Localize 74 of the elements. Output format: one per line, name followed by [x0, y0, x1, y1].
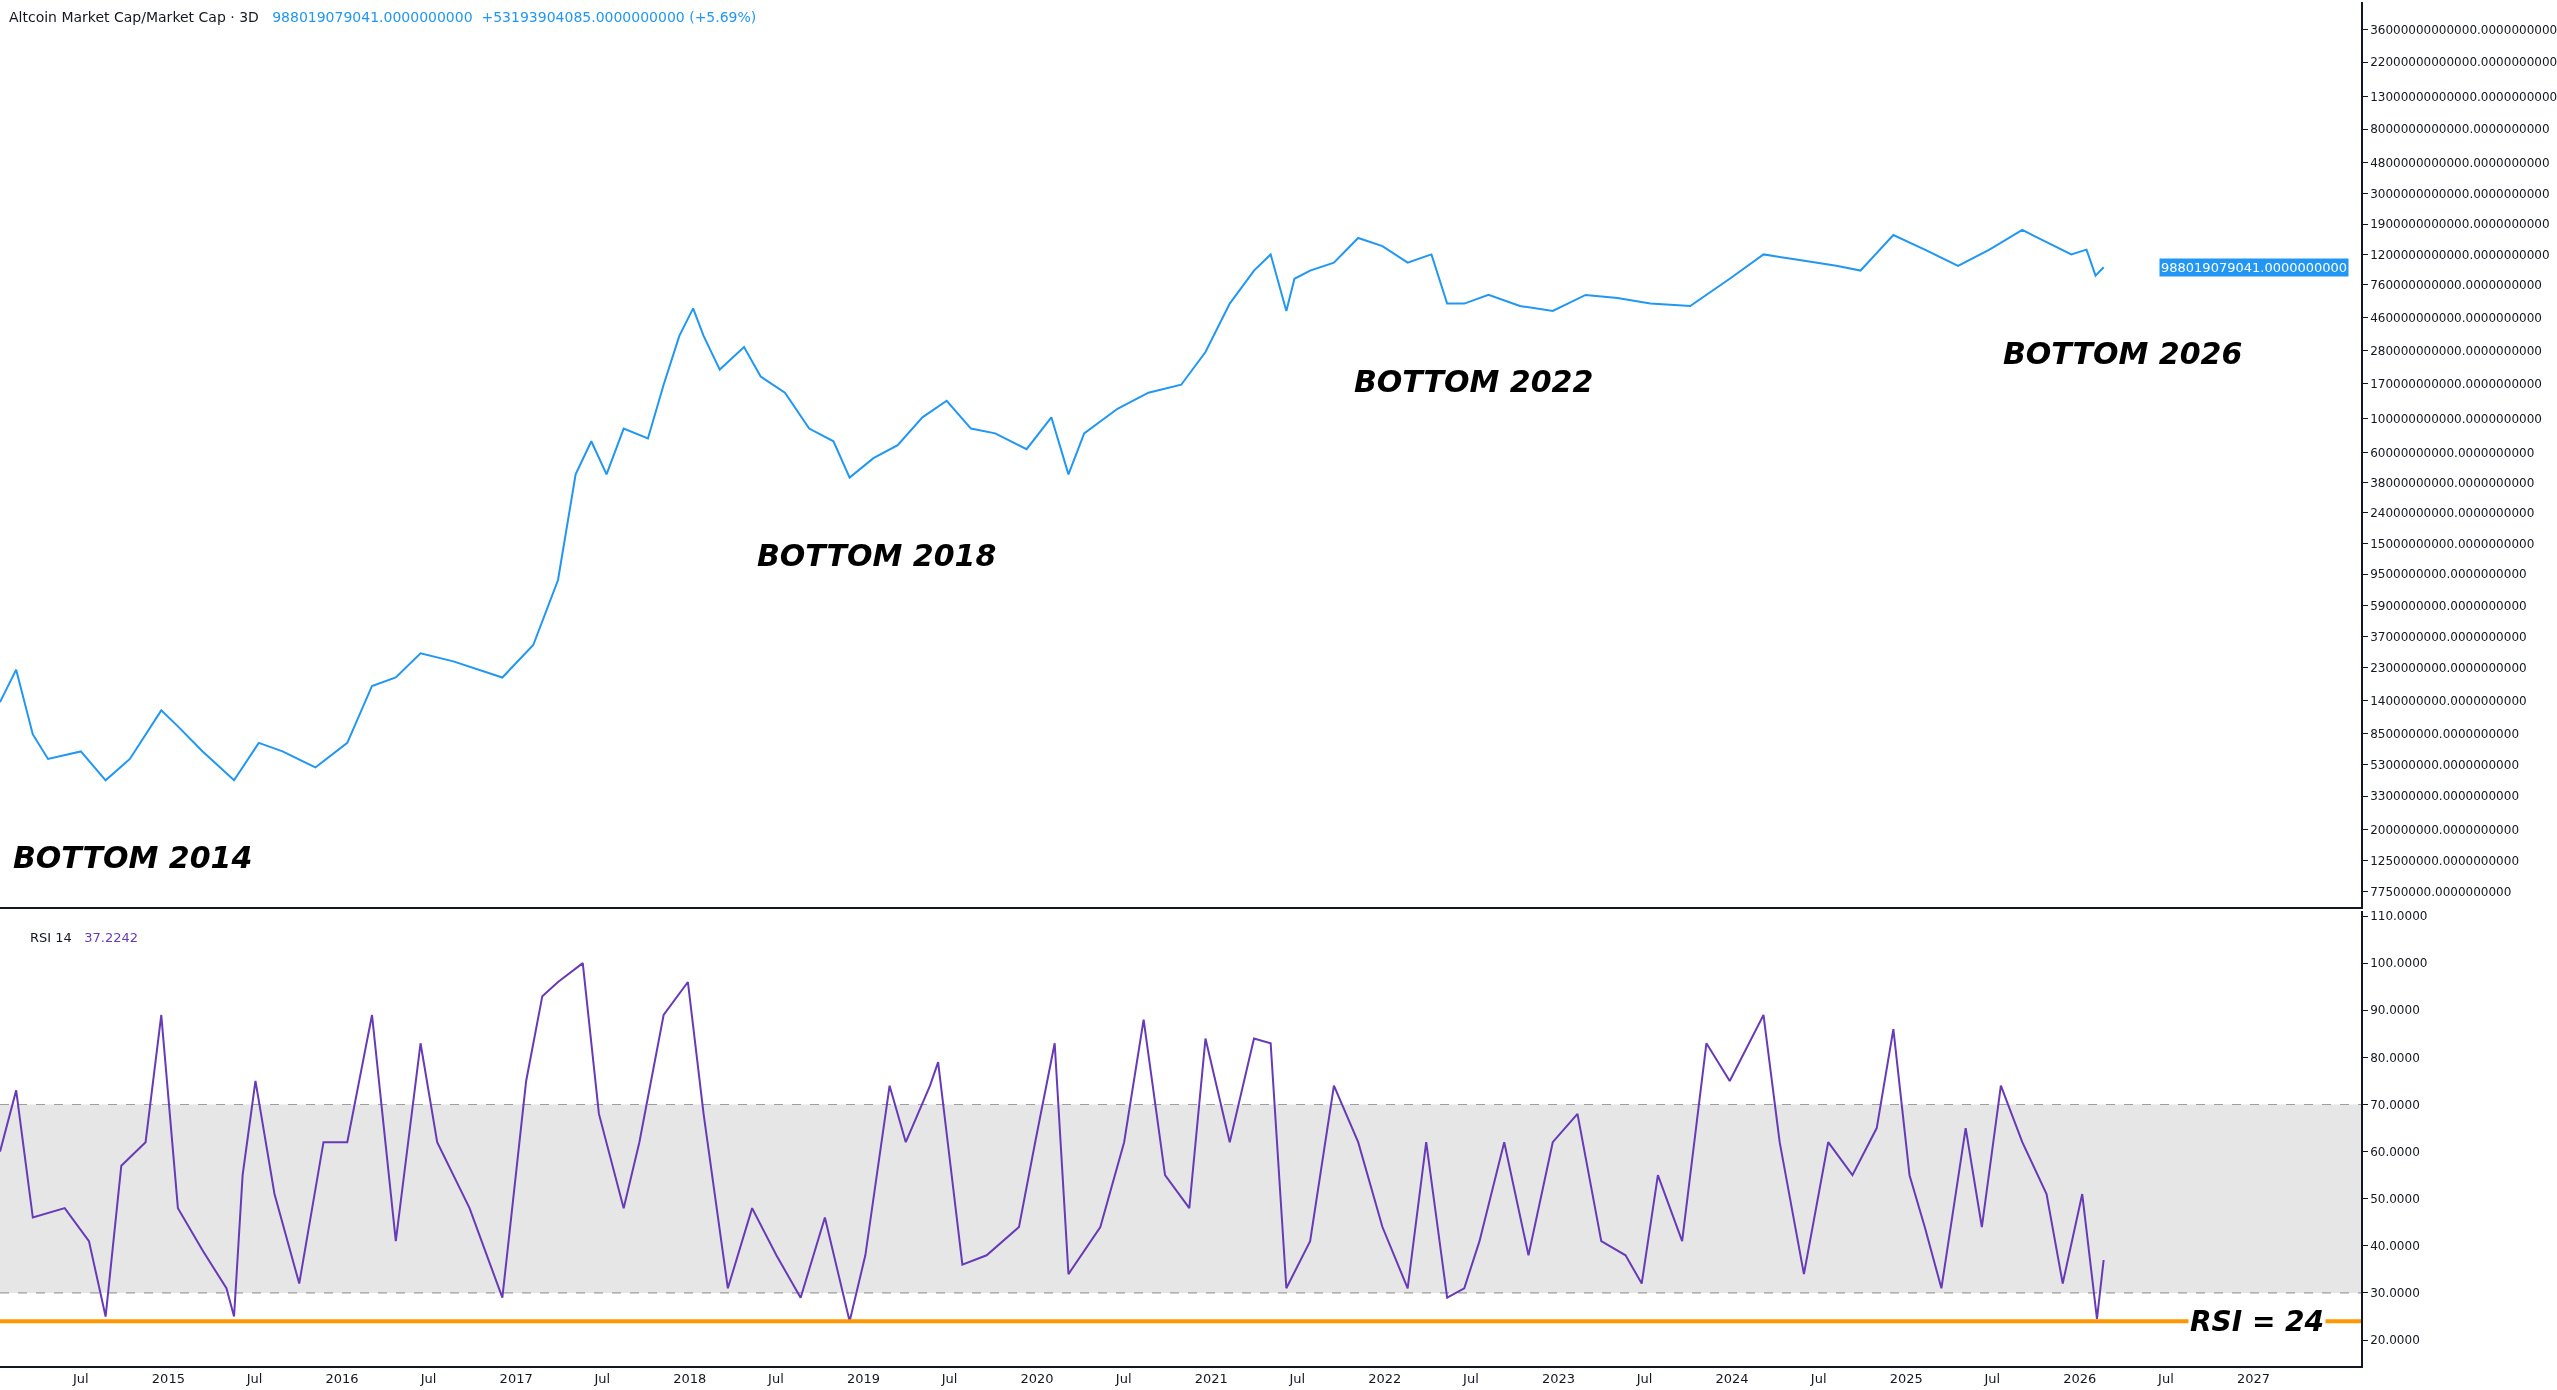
x-tick-label: Jul — [72, 1371, 89, 1387]
y-tick-label: 3000000000000.0000000000 — [2370, 187, 2550, 202]
x-tick-label: Jul — [593, 1371, 611, 1387]
x-tick-label: Jul — [1635, 1371, 1653, 1387]
y-tick-label: 77500000.0000000000 — [2370, 885, 2512, 900]
y-tick-label: 15000000000.0000000000 — [2370, 537, 2535, 552]
annotation: BOTTOM 2022 — [1354, 364, 1594, 399]
y-tick-label: 280000000000.0000000000 — [2370, 343, 2542, 358]
y-tick-label: 30.0000 — [2370, 1286, 2420, 1301]
y-tick-label: 3700000000.0000000000 — [2370, 629, 2527, 644]
annotation: BOTTOM 2014 — [13, 840, 253, 875]
y-tick-label: 530000000.0000000000 — [2370, 758, 2520, 773]
text: Altcoin Market Cap/Market Cap · 3D — [9, 9, 259, 25]
y-tick-label: 20.0000 — [2370, 1333, 2420, 1348]
annotation: 988019079041.0000000000 — [2161, 260, 2348, 275]
y-tick-label: 24000000000.0000000000 — [2370, 506, 2535, 521]
x-tick-label: Jul — [767, 1371, 784, 1387]
y-tick-label: 50.0000 — [2370, 1191, 2420, 1206]
y-tick-label: 4800000000000.0000000000 — [2370, 156, 2550, 170]
x-tick-label: Jul — [1288, 1371, 1306, 1387]
x-tick-label: Jul — [940, 1371, 958, 1387]
x-tick-label: Jul — [1809, 1371, 1827, 1387]
y-tick-label: 460000000000.0000000000 — [2370, 310, 2542, 325]
y-tick-label: 9500000000.0000000000 — [2370, 567, 2527, 582]
text: RSI 14 — [30, 930, 72, 945]
x-tick-label: 2017 — [499, 1371, 533, 1387]
y-tick-label: 760000000000.0000000000 — [2370, 277, 2542, 292]
annotation: BOTTOM 2018 — [757, 538, 997, 573]
y-tick-label: 200000000.0000000000 — [2370, 822, 2520, 837]
x-tick-label: 2027 — [2236, 1371, 2271, 1387]
y-tick-label: 22000000000000.0000000000 — [2370, 55, 2557, 70]
text: 37.2242 — [84, 930, 138, 945]
y-tick-label: 1900000000000.0000000000 — [2370, 217, 2550, 232]
y-tick-label: 1200000000000.0000000000 — [2370, 247, 2550, 262]
x-tick-label: 2026 — [2063, 1371, 2097, 1387]
y-tick-label: 1400000000.0000000000 — [2370, 693, 2527, 708]
annotation: BOTTOM 2026 — [2003, 336, 2243, 371]
y-tick-label: 125000000.0000000000 — [2370, 853, 2520, 868]
x-tick-label: 2015 — [151, 1371, 185, 1387]
y-tick-label: 38000000000.0000000000 — [2370, 475, 2535, 490]
x-tick-label: Jul — [1462, 1371, 1479, 1387]
x-tick-label: 2023 — [1541, 1371, 1576, 1387]
x-tick-label: 2016 — [325, 1371, 359, 1387]
x-tick-label: Jul — [1983, 1371, 2001, 1387]
x-tick-label: Jul — [419, 1371, 437, 1387]
ref-line-label: RSI = 24 — [2190, 1305, 2325, 1338]
y-tick-label: 70.0000 — [2370, 1097, 2420, 1112]
y-tick-label: 5900000000.0000000000 — [2370, 598, 2527, 613]
x-tick-label: Jul — [245, 1371, 263, 1387]
y-tick-label: 13000000000000.0000000000 — [2370, 90, 2557, 105]
y-tick-label: 36000000000000.0000000000 — [2370, 22, 2557, 37]
x-tick-label: Jul — [2157, 1371, 2174, 1387]
y-tick-label: 80.0000 — [2370, 1050, 2420, 1065]
y-tick-label: 110.0000 — [2370, 909, 2428, 924]
x-tick-label: Jul — [1114, 1371, 1132, 1387]
y-tick-label: 60000000000.0000000000 — [2370, 445, 2535, 460]
y-tick-label: 330000000.0000000000 — [2370, 789, 2520, 804]
x-tick-label: 2019 — [846, 1371, 880, 1387]
y-tick-label: 100.0000 — [2370, 956, 2428, 971]
x-tick-label: 2024 — [1715, 1371, 1749, 1387]
y-tick-label: 850000000.0000000000 — [2370, 726, 2520, 741]
x-tick-label: 2025 — [1889, 1371, 1923, 1387]
y-tick-label: 90.0000 — [2370, 1003, 2420, 1018]
x-tick-label: 2021 — [1194, 1371, 1228, 1387]
x-tick-label: 2022 — [1368, 1371, 1402, 1387]
y-tick-label: 8000000000000.0000000000 — [2370, 122, 2550, 137]
y-tick-label: 40.0000 — [2370, 1239, 2420, 1254]
y-tick-label: 60.0000 — [2370, 1144, 2420, 1159]
x-tick-label: 2020 — [1020, 1371, 1054, 1387]
text: 988019079041.0000000000 +53193904085.0000000000 (+5.69%) — [272, 9, 757, 25]
y-tick-label: 2300000000.0000000000 — [2370, 661, 2527, 676]
y-tick-label: 100000000000.0000000000 — [2370, 411, 2542, 426]
y-tick-label: 170000000000.0000000000 — [2370, 376, 2542, 391]
x-tick-label: 2018 — [673, 1371, 707, 1387]
